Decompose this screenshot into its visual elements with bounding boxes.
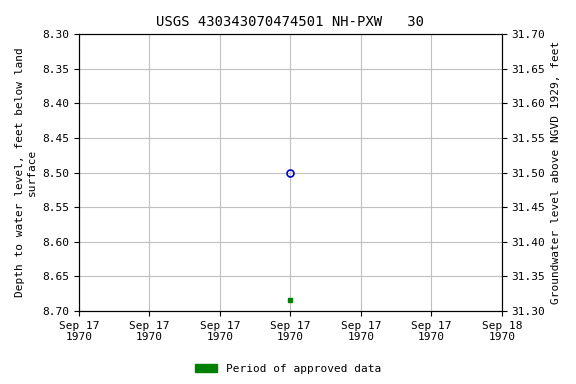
Y-axis label: Depth to water level, feet below land
surface: Depth to water level, feet below land su… <box>15 48 37 298</box>
Y-axis label: Groundwater level above NGVD 1929, feet: Groundwater level above NGVD 1929, feet <box>551 41 561 304</box>
Title: USGS 430343070474501 NH-PXW   30: USGS 430343070474501 NH-PXW 30 <box>157 15 425 29</box>
Legend: Period of approved data: Period of approved data <box>191 359 385 379</box>
